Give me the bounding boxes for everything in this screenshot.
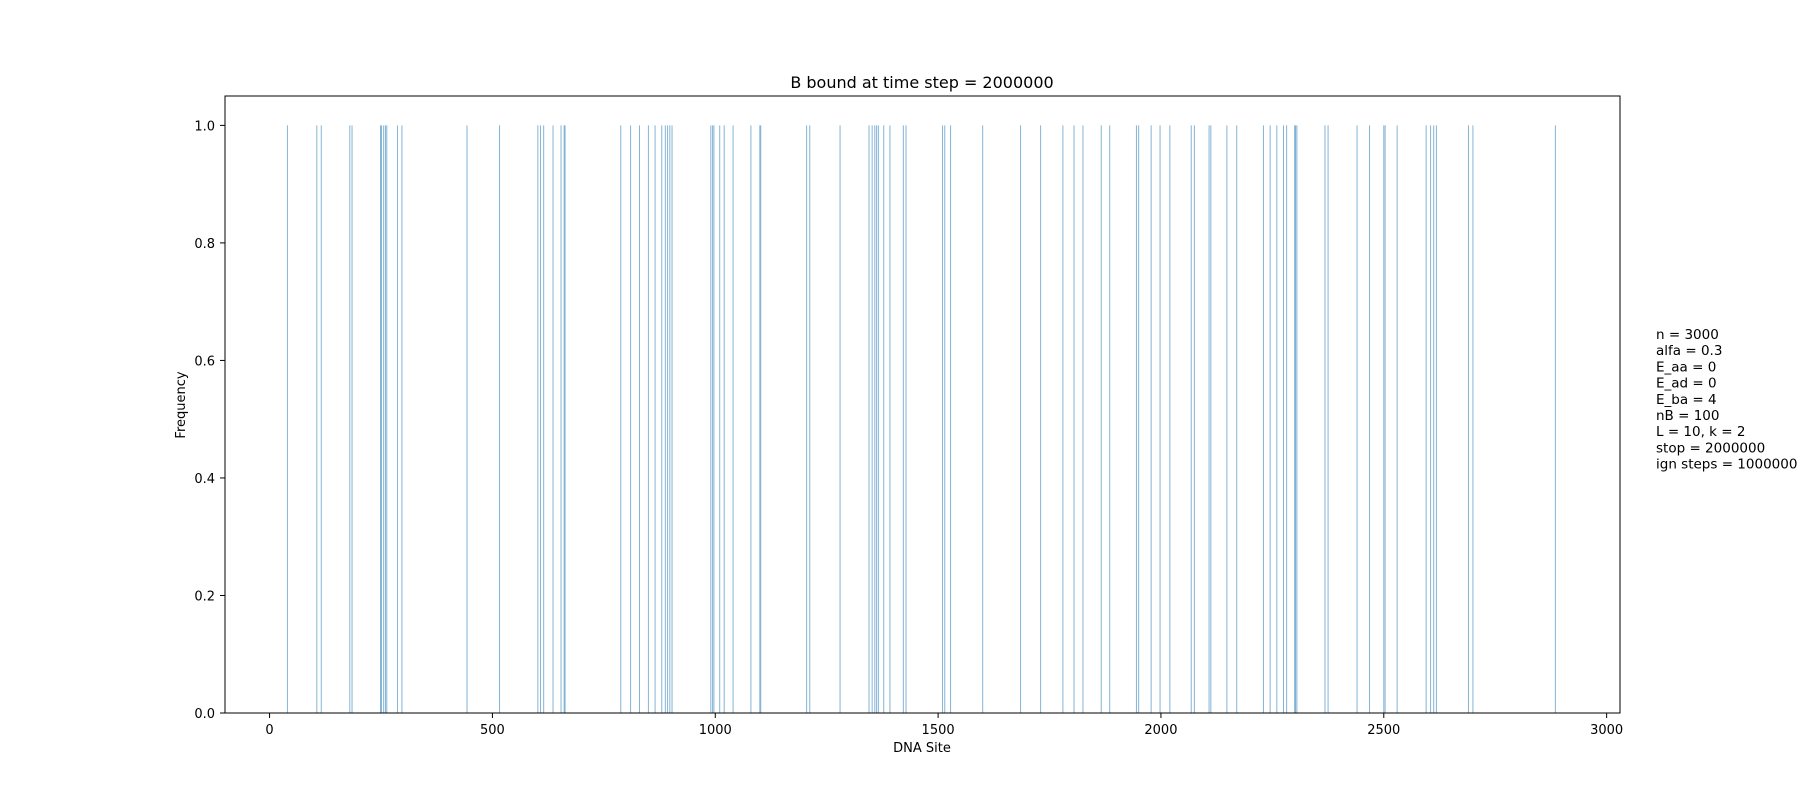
parameter-line: stop = 2000000 [1656, 440, 1765, 456]
x-tick-label: 0 [265, 723, 273, 738]
y-tick-label: 0.0 [194, 707, 215, 722]
y-ticks: 0.0 0.2 0.4 0.6 0.8 1.0 [194, 119, 225, 722]
bars-layer [286, 125, 1556, 713]
parameter-line: n = 3000 [1656, 327, 1719, 343]
parameter-line: alfa = 0.3 [1656, 343, 1722, 359]
y-axis-label: Frequency [174, 371, 189, 438]
x-tick-label: 2000 [1144, 723, 1177, 738]
x-tick-label: 1500 [922, 723, 955, 738]
y-tick-label: 1.0 [194, 119, 215, 134]
parameter-line: ign steps = 1000000 [1656, 457, 1797, 473]
y-tick-label: 0.2 [194, 589, 215, 604]
parameter-line: nB = 100 [1656, 408, 1719, 424]
parameter-line: L = 10, k = 2 [1656, 424, 1745, 440]
parameter-line: E_ad = 0 [1656, 376, 1717, 392]
y-tick-label: 0.4 [194, 472, 215, 487]
x-tick-label: 3000 [1590, 723, 1623, 738]
x-axis-label: DNA Site [893, 741, 951, 756]
plot-frame [224, 95, 1621, 714]
parameter-line: E_ba = 4 [1656, 392, 1717, 408]
x-tick-label: 1000 [699, 723, 732, 738]
x-ticks: 0 500 1000 1500 2000 2500 3000 [265, 713, 1623, 738]
x-tick-label: 2500 [1367, 723, 1400, 738]
y-tick-label: 0.6 [194, 354, 215, 369]
x-tick-label: 500 [480, 723, 505, 738]
y-tick-label: 0.8 [194, 237, 215, 252]
parameter-line: E_aa = 0 [1656, 359, 1716, 375]
chart-title: B bound at time step = 2000000 [790, 73, 1053, 92]
